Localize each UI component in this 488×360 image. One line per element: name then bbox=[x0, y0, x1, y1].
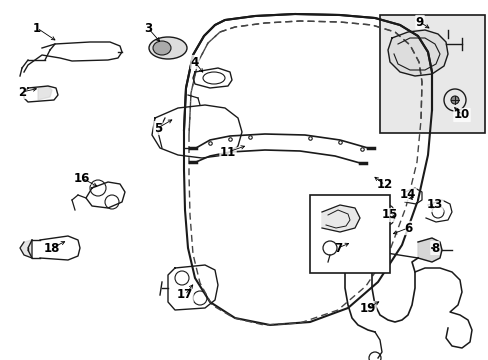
Text: 9: 9 bbox=[415, 15, 423, 28]
Bar bbox=[309, 195, 389, 273]
Bar bbox=[379, 15, 484, 133]
Text: 19: 19 bbox=[359, 302, 375, 315]
Text: 13: 13 bbox=[426, 198, 442, 211]
Polygon shape bbox=[417, 238, 441, 262]
Text: 4: 4 bbox=[190, 55, 199, 68]
Text: 14: 14 bbox=[399, 189, 415, 202]
Text: 1: 1 bbox=[33, 22, 41, 35]
Text: 5: 5 bbox=[154, 122, 162, 135]
Text: 6: 6 bbox=[403, 221, 411, 234]
Text: 8: 8 bbox=[430, 242, 438, 255]
Ellipse shape bbox=[153, 41, 171, 55]
Text: 18: 18 bbox=[44, 242, 60, 255]
Text: 7: 7 bbox=[333, 242, 342, 255]
Text: 15: 15 bbox=[381, 208, 397, 221]
Polygon shape bbox=[387, 30, 447, 76]
Circle shape bbox=[450, 96, 458, 104]
Text: 17: 17 bbox=[177, 288, 193, 302]
Text: 12: 12 bbox=[376, 179, 392, 192]
Text: 10: 10 bbox=[453, 108, 469, 122]
Text: 2: 2 bbox=[18, 85, 26, 99]
Text: 3: 3 bbox=[143, 22, 152, 35]
Ellipse shape bbox=[149, 37, 186, 59]
Text: 11: 11 bbox=[220, 145, 236, 158]
Text: 16: 16 bbox=[74, 171, 90, 184]
Polygon shape bbox=[20, 240, 32, 258]
Polygon shape bbox=[38, 86, 52, 100]
Polygon shape bbox=[321, 205, 359, 232]
